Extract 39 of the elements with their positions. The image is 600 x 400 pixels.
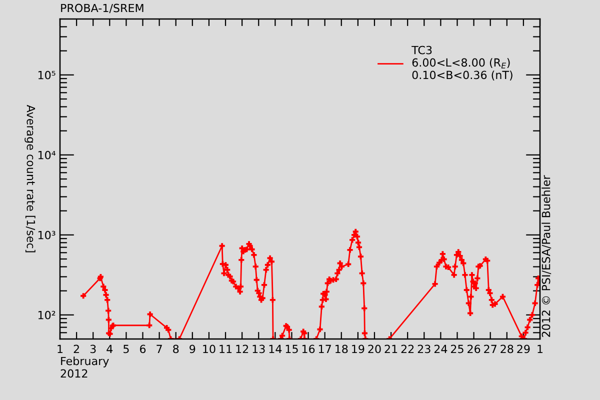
x-tick-label: 12: [236, 344, 248, 353]
x-tick-label: 27: [484, 344, 496, 353]
y-axis-title: Average count rate [1/sec]: [24, 104, 36, 252]
x-tick-label: 9: [190, 344, 196, 354]
x-tick-label: 29: [517, 344, 530, 354]
x-tick-label: 23: [418, 344, 430, 354]
text: 2012 © PSI/ESA/Paul Buehler: [542, 175, 552, 337]
x-tick-label: 6: [140, 344, 146, 354]
x-tick-label: 11: [220, 344, 232, 353]
x-tick-label: 1: [58, 344, 63, 353]
x-tick-label: 3: [90, 344, 96, 354]
x-tick-label: 20: [368, 344, 381, 354]
x-axis-title: February 2012: [60, 356, 109, 378]
x-tick-label: 7: [156, 344, 162, 353]
x-tick-label: 25: [450, 344, 464, 354]
x-tick-label: 15: [286, 344, 298, 354]
x-tick-label: 10: [203, 344, 216, 354]
y-tick-label: 10³: [38, 230, 56, 240]
y-tick-label: 10²: [38, 310, 56, 320]
y-tick-label: 10⁵: [38, 70, 56, 80]
x-tick-label: 21: [384, 344, 398, 353]
x-tick-label: 8: [173, 344, 179, 354]
x-tick-label: 26: [468, 344, 480, 354]
x-tick-label: 13: [252, 344, 265, 354]
x-tick-label: 1: [538, 344, 543, 353]
x-tick-label: 14: [269, 344, 282, 353]
x-tick-label: 19: [352, 344, 364, 354]
x-tick-label: 2: [74, 344, 79, 353]
x-tick-label: 28: [500, 344, 514, 354]
chart-title: PROBA-1/SREM: [61, 4, 144, 14]
x-tick-label: 5: [124, 344, 129, 354]
x-tick-label: 24: [434, 344, 448, 353]
x-tick-label: 16: [302, 344, 315, 354]
x-tick-label: 17: [318, 344, 331, 353]
x-tick-label: 18: [336, 344, 348, 354]
y-tick-label: 10⁴: [38, 150, 56, 160]
legend-label: TC3 6.00<L<8.00 (R$_{E}$) 0.10<B<0.36 (nT): [412, 46, 512, 80]
x-tick-label: 4: [106, 344, 113, 353]
x-tick-label: 22: [401, 344, 414, 353]
